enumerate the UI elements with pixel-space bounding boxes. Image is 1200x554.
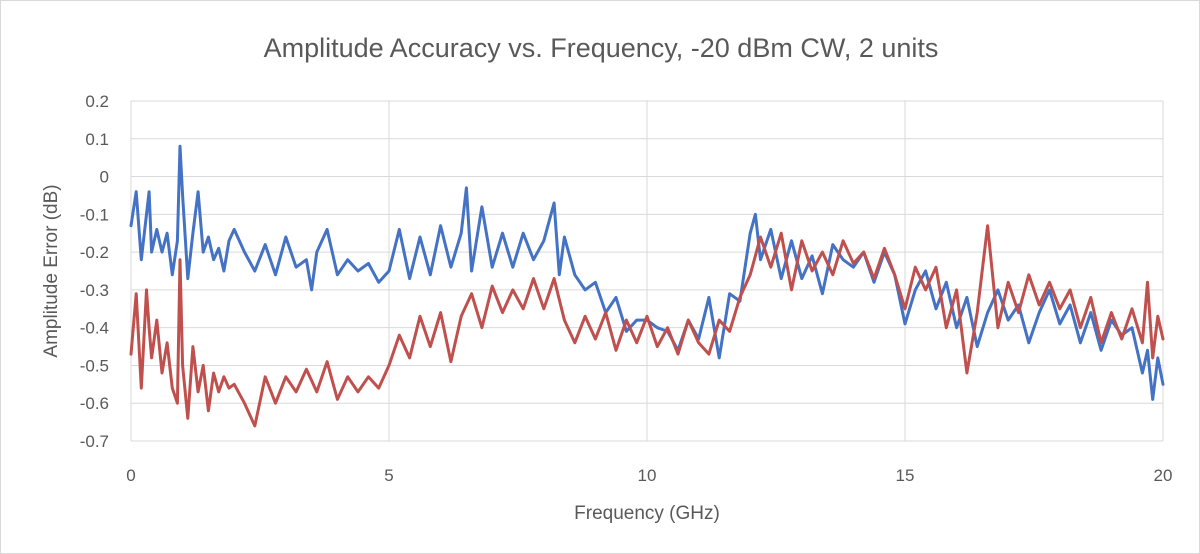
x-tick-label: 0 bbox=[126, 466, 135, 485]
grid-layer bbox=[130, 100, 1164, 442]
x-tick-label: 10 bbox=[638, 466, 657, 485]
y-tick-label: -0.3 bbox=[80, 281, 109, 300]
y-axis-title: Amplitude Error (dB) bbox=[41, 184, 62, 357]
x-tick-label: 20 bbox=[1154, 466, 1173, 485]
series-layer bbox=[129, 144, 1165, 428]
y-tick-label: -0.1 bbox=[80, 205, 109, 224]
y-tick-label: -0.6 bbox=[80, 394, 109, 413]
series-line-2 bbox=[129, 224, 1165, 428]
y-tick-label: 0.1 bbox=[85, 130, 109, 149]
x-tick-label: 15 bbox=[896, 466, 915, 485]
tick-label-layer: 0.2 0.1 0 -0.1 -0.2 -0.3 -0.4 -0.5 -0.6 -0.7 0 5 10 1… bbox=[80, 92, 1173, 485]
y-tick-label: 0 bbox=[100, 168, 109, 187]
chart-title: Amplitude Accuracy vs. Frequency, -20 dB… bbox=[264, 33, 939, 63]
x-tick-label: 5 bbox=[384, 466, 393, 485]
y-tick-label: -0.4 bbox=[80, 319, 109, 338]
y-tick-label: -0.7 bbox=[80, 432, 109, 451]
series-line-1 bbox=[129, 144, 1165, 401]
y-tick-label: -0.5 bbox=[80, 356, 109, 375]
x-axis-title: Frequency (GHz) bbox=[574, 503, 720, 524]
y-tick-label: 0.2 bbox=[85, 92, 109, 111]
y-tick-label: -0.2 bbox=[80, 243, 109, 262]
